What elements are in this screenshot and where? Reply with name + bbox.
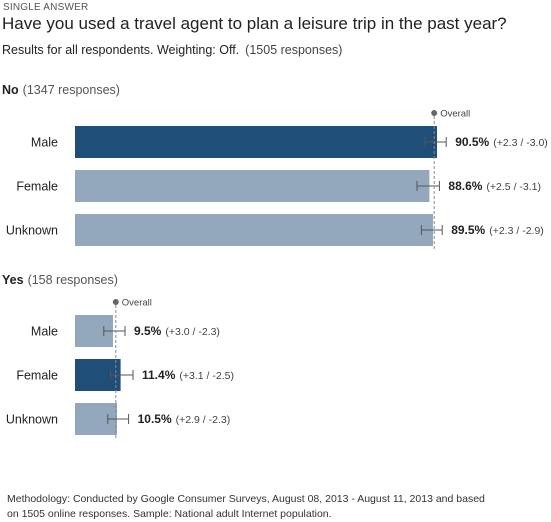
error-range-label: (+2.3 / -3.0) (493, 137, 548, 149)
methodology-line-2: on 1505 online responses. Sample: Nation… (7, 508, 332, 520)
error-range-label: (+3.0 / -2.3) (165, 326, 220, 338)
value-label: 89.5% (451, 223, 485, 237)
total-responses: (1505 responses) (245, 43, 343, 57)
overall-marker-dot (431, 110, 438, 116)
error-range-label: (+3.1 / -2.5) (179, 370, 234, 382)
bar (75, 214, 433, 246)
category-label: Male (31, 325, 58, 339)
category-label: Female (16, 180, 58, 194)
category-label: Male (31, 136, 58, 150)
question-title: Have you used a travel agent to plan a l… (2, 14, 507, 33)
value-label: 9.5% (134, 324, 162, 338)
error-range-label: (+2.9 / -2.3) (176, 414, 231, 426)
section-title-no: No (1347 responses) (2, 83, 120, 97)
overall-label: Overall (122, 298, 152, 309)
value-label: 10.5% (138, 412, 172, 426)
results-weighting-text: Results for all respondents. Weighting: … (2, 43, 240, 57)
category-label: Unknown (6, 224, 58, 238)
section-name: Yes (2, 273, 24, 287)
overall-label: Overall (440, 109, 470, 120)
section-response-count: (1347 responses) (22, 83, 120, 97)
section-name: No (2, 83, 19, 97)
category-label: Female (16, 369, 58, 383)
bar (75, 170, 430, 202)
value-label: 90.5% (455, 135, 489, 149)
value-label: 11.4% (142, 368, 176, 382)
category-label: Unknown (6, 413, 58, 427)
value-label: 88.6% (448, 179, 482, 193)
results-summary: Results for all respondents. Weighting: … (2, 43, 342, 57)
methodology-line-1: Methodology: Conducted by Google Consume… (7, 493, 485, 505)
section-title-yes: Yes (158 responses) (2, 273, 118, 287)
overall-marker-dot (112, 299, 119, 305)
error-range-label: (+2.3 / -2.9) (489, 225, 544, 237)
bar (75, 126, 437, 158)
methodology-footer: Methodology: Conducted by Google Consume… (7, 492, 537, 522)
question-type-label: SINGLE ANSWER (3, 2, 89, 13)
error-range-label: (+2.5 / -3.1) (486, 181, 541, 193)
section-response-count: (158 responses) (27, 273, 118, 287)
